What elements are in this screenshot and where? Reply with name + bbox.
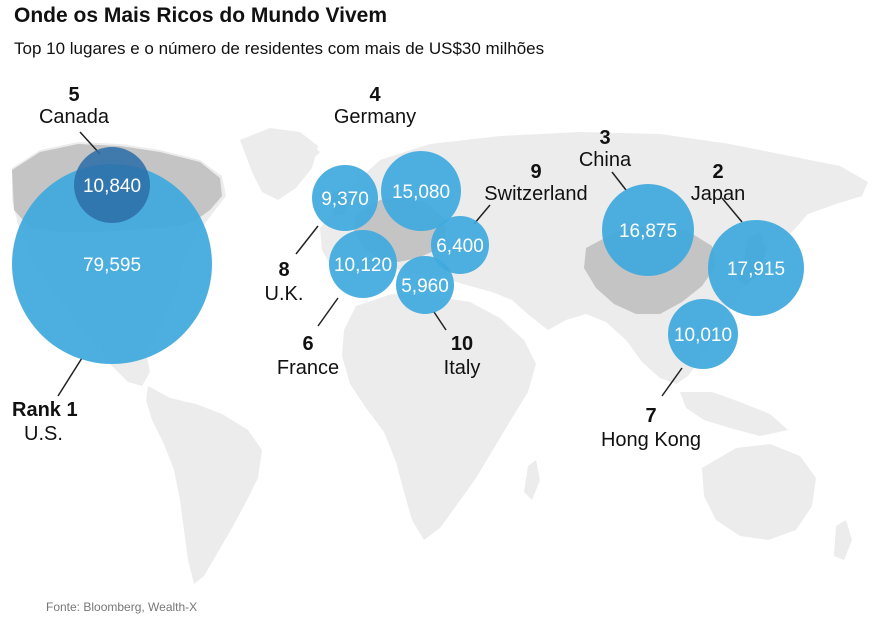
land-greenland — [240, 128, 318, 200]
value-uk: 9,370 — [321, 189, 369, 210]
rank-us: Rank 1 — [12, 399, 78, 421]
leader-hong-kong — [661, 367, 683, 397]
value-japan: 17,915 — [727, 259, 785, 280]
land-new-zealand — [834, 520, 852, 560]
value-us: 79,595 — [83, 255, 141, 276]
land-iceland — [296, 146, 320, 160]
rank-canada: 5 — [68, 84, 79, 106]
bubble-germany — [381, 151, 461, 231]
value-france: 10,120 — [334, 255, 392, 276]
rank-switzerland: 9 — [530, 161, 541, 183]
rank-france: 6 — [302, 333, 313, 355]
leader-us — [57, 357, 83, 397]
bubble-italy — [396, 256, 454, 314]
leader-italy — [433, 311, 447, 331]
value-italy: 5,960 — [401, 276, 449, 297]
land-south-america — [146, 386, 262, 584]
bubble-france — [329, 230, 397, 298]
country-uk: U.K. — [265, 283, 304, 305]
bubble-us — [12, 164, 212, 364]
land-africa — [342, 294, 536, 540]
place-labels: Rank 1 U.S. 5 Canada 4 Germany 8 U.K. 6 … — [12, 84, 745, 451]
country-switzerland: Switzerland — [484, 183, 587, 205]
leader-china — [611, 171, 627, 191]
leader-japan — [721, 197, 743, 223]
value-germany: 15,080 — [392, 182, 450, 203]
rank-italy: 10 — [451, 333, 473, 355]
country-china: China — [579, 149, 632, 171]
bubble-china — [602, 184, 694, 276]
country-france: France — [277, 357, 339, 379]
bubbles — [12, 147, 804, 369]
land-australia — [702, 444, 816, 540]
land-madagascar — [524, 460, 540, 500]
country-italy: Italy — [444, 357, 481, 379]
source-note: Fonte: Bloomberg, Wealth-X — [46, 600, 198, 614]
country-japan: Japan — [691, 183, 746, 205]
value-canada: 10,840 — [83, 176, 141, 197]
country-hong-kong: Hong Kong — [601, 429, 701, 451]
value-switzerland: 6,400 — [436, 236, 484, 257]
rank-germany: 4 — [369, 84, 381, 106]
country-us: U.S. — [24, 423, 63, 445]
map-subtitle: Top 10 lugares e o número de residentes … — [14, 39, 545, 58]
bubble-canada — [74, 147, 150, 223]
map-title: Onde os Mais Ricos do Mundo Vivem — [14, 4, 388, 27]
rank-uk: 8 — [278, 259, 289, 281]
bubble-japan — [708, 220, 804, 316]
bubble-values: 79,595 10,840 15,080 9,370 10,120 6,400 … — [83, 176, 785, 346]
country-germany: Germany — [334, 106, 416, 128]
bubble-hong-kong — [668, 299, 738, 369]
value-china: 16,875 — [619, 221, 677, 242]
rank-japan: 2 — [712, 161, 723, 183]
country-canada: Canada — [39, 106, 110, 128]
value-hong-kong: 10,010 — [674, 325, 732, 346]
bubble-switzerland — [431, 216, 489, 274]
leader-uk — [295, 225, 319, 255]
rank-hong-kong: 7 — [645, 405, 656, 427]
leader-switzerland — [473, 204, 491, 225]
bubble-uk — [312, 165, 378, 231]
land-southeast-asia — [680, 392, 788, 436]
rank-china: 3 — [599, 127, 610, 149]
leader-france — [317, 297, 339, 327]
